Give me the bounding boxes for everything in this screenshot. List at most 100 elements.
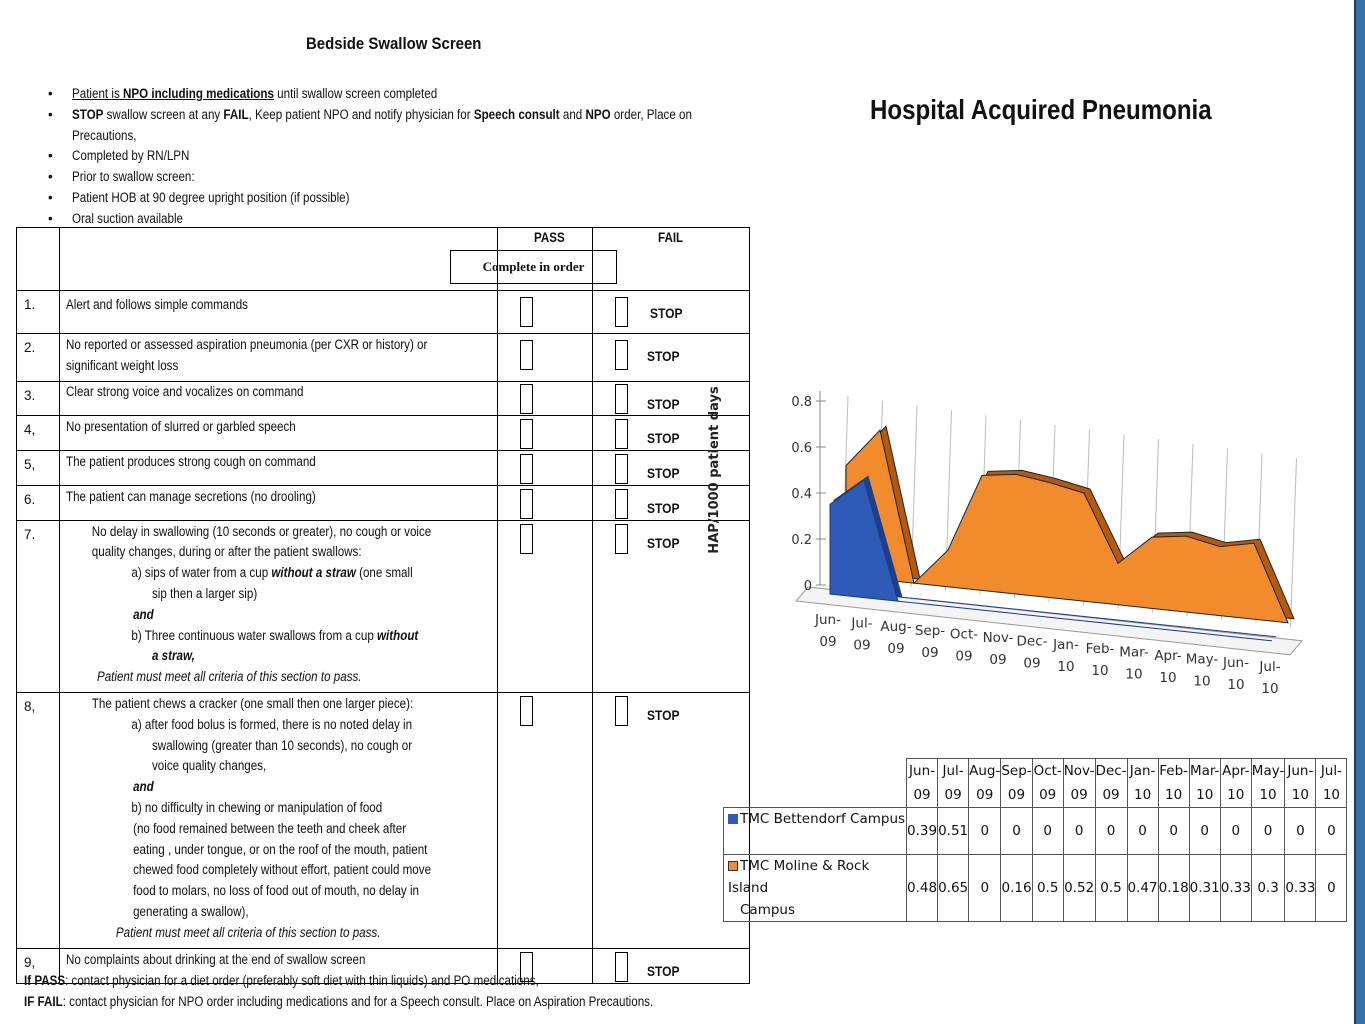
table-row: 1. Alert and follows simple commands STO… <box>16 290 750 334</box>
table-row: TMC Moline & Rock Island Campus 0.48 0.65 0… <box>723 854 1348 922</box>
criterion-text: No complaints about drinking at the end … <box>66 951 366 967</box>
bullet-item: • Patient HOB at 90 degree upright positi… <box>48 189 350 205</box>
chart-title: Hospital Acquired Pneumonia <box>870 94 1212 125</box>
chart-data-table: Jun- 09 Jul- 09 Aug- 09 Sep- 09 Oct- 09 Nov- 09 Dec-… <box>723 758 1348 922</box>
bullet-item-cont: Precautions, <box>72 127 137 143</box>
pass-checkbox[interactable] <box>519 695 533 726</box>
criterion-text: generating a swallow), <box>133 903 249 919</box>
bullet-item: • Patient is NPO including medications u… <box>48 86 438 101</box>
fail-checkbox[interactable] <box>614 951 628 982</box>
table-cell: 0.51 <box>937 807 970 855</box>
column-header: Jan- 10 <box>1126 758 1159 808</box>
criterion-subitem: b) no difficulty in chewing or manipulat… <box>131 799 383 815</box>
column-header: Aug- 09 <box>968 758 1002 808</box>
x-tick-label: Sep- <box>915 623 945 639</box>
pass-checkbox[interactable] <box>519 383 533 414</box>
pass-checkbox[interactable] <box>519 453 533 484</box>
x-tick-label: Nov- <box>983 630 1014 646</box>
column-header: Feb- 10 <box>1157 758 1190 808</box>
table-cell: 0 <box>1315 854 1348 922</box>
pass-checkbox[interactable] <box>519 297 533 327</box>
fail-checkbox[interactable] <box>614 695 628 726</box>
fail-checkbox[interactable] <box>614 453 628 484</box>
right-border-line <box>1354 0 1356 1024</box>
table-cell: 0 <box>968 854 1002 922</box>
series-area-moline <box>845 429 1289 624</box>
column-header: Apr- 10 <box>1219 758 1252 808</box>
table-cell: 0 <box>1062 807 1096 855</box>
criterion-subitem: a) after food bolus is formed, there is … <box>131 716 413 732</box>
x-tick-label: 09 <box>955 648 972 664</box>
table-cell: 0.5 <box>1031 854 1064 922</box>
x-tick-label: 10 <box>1261 681 1278 697</box>
stop-label: STOP <box>646 499 680 516</box>
table-row: 9, No complaints about drinking at the e… <box>16 947 750 984</box>
x-tick-label: Aug- <box>880 619 911 635</box>
stop-label: STOP <box>646 534 680 551</box>
table-cell: 0 <box>1126 807 1159 855</box>
y-tick-label: 0 <box>804 579 812 594</box>
form-footer: If PASS: contact physician for a diet or… <box>24 970 756 1012</box>
table-row: 3. Clear strong voice and vocalizes on c… <box>16 380 750 416</box>
x-tick-label: Mar- <box>1119 644 1149 660</box>
fail-checkbox[interactable] <box>614 383 628 414</box>
criterion-text: (no food remained between the teeth and … <box>133 820 407 836</box>
row-number: 7. <box>16 519 60 693</box>
header-row: PASS FAIL <box>16 227 750 291</box>
pass-checkbox[interactable] <box>519 488 533 519</box>
criterion-text: The patient produces strong cough on com… <box>66 453 316 469</box>
x-tick-label: 10 <box>1159 670 1176 686</box>
x-tick-label: 09 <box>819 634 836 650</box>
criterion-subitem: b) Three continuous water swallows from … <box>131 627 419 643</box>
table-header-row: Jun- 09 Jul- 09 Aug- 09 Sep- 09 Oct- 09 Nov- 09 Dec-… <box>724 758 1348 808</box>
table-cell: 0 <box>968 807 1002 855</box>
pass-checkbox[interactable] <box>519 951 533 982</box>
x-tick-label: 09 <box>853 638 870 654</box>
x-tick-label: 10 <box>1091 663 1108 679</box>
fail-checkbox[interactable] <box>614 340 628 370</box>
fail-checkbox[interactable] <box>614 488 628 519</box>
y-axis-label: HAP/1000 patient days <box>707 386 722 554</box>
row-number: 8, <box>16 691 60 949</box>
x-tick-label: 09 <box>921 645 938 661</box>
pass-checkbox[interactable] <box>519 418 533 449</box>
criterion-text: eating , under tongue, or on the roof of… <box>133 841 428 857</box>
table-cell: 0 <box>1094 807 1128 855</box>
table-cell: 0 <box>1250 807 1286 855</box>
fail-checkbox[interactable] <box>614 418 628 449</box>
pass-header: PASS <box>533 230 565 245</box>
x-tick-label: 10 <box>1193 674 1210 690</box>
table-cell: 0 <box>1157 807 1190 855</box>
table-cell: 0.48 <box>905 854 939 922</box>
fail-header: FAIL <box>657 230 683 245</box>
table-row: 2. No reported or assessed aspiration pn… <box>16 333 750 382</box>
stop-label: STOP <box>646 706 680 723</box>
table-cell: 0.33 <box>1219 854 1252 922</box>
criterion-text: swallowing (greater than 10 seconds), no… <box>152 737 413 753</box>
series-label: TMC Moline & Rock Island Campus <box>723 854 907 922</box>
form-title: Bedside Swallow Screen <box>306 34 482 53</box>
complete-in-order-box: Complete in order <box>450 250 617 284</box>
bullet-item: • Completed by RN/LPN <box>48 148 190 164</box>
bullet-item: • Prior to swallow screen: <box>48 169 195 185</box>
table-cell: 0.65 <box>937 854 970 922</box>
pass-checkbox[interactable] <box>519 523 533 554</box>
y-tick-label: 0.8 <box>791 395 812 410</box>
column-header: Jul- 09 <box>937 758 970 808</box>
criterion-text: quality changes, during or after the pat… <box>91 544 362 560</box>
fail-checkbox[interactable] <box>614 523 628 554</box>
table-cell: 0.33 <box>1284 854 1317 922</box>
stop-label: STOP <box>646 348 680 364</box>
criterion-text: No presentation of slurred or garbled sp… <box>66 418 296 434</box>
bullet-item: • STOP swallow screen at any FAIL, Keep … <box>48 106 693 122</box>
x-tick-label: Jun- <box>1222 655 1249 671</box>
stop-label: STOP <box>646 395 680 412</box>
table-row: 7. No delay in swallowing (10 seconds or… <box>16 519 750 693</box>
pass-checkbox[interactable] <box>519 340 533 370</box>
instruction-list: • Patient is NPO including medications u… <box>48 84 693 230</box>
fail-checkbox[interactable] <box>614 297 628 327</box>
table-cell: 0.52 <box>1062 854 1096 922</box>
right-border-bar <box>1356 0 1365 1024</box>
table-cell: 0 <box>1000 807 1033 855</box>
criterion-text: significant weight loss <box>66 357 179 373</box>
